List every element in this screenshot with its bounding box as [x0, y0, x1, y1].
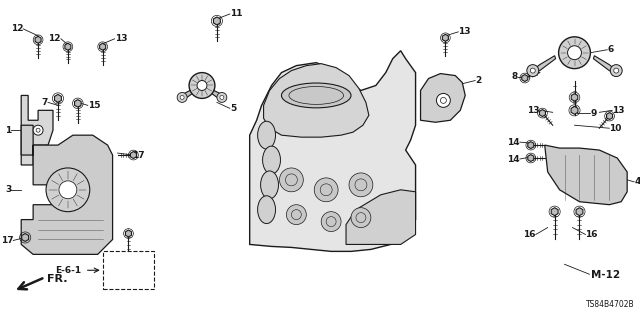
- Text: 6: 6: [607, 45, 614, 54]
- Text: 1: 1: [5, 126, 12, 135]
- Text: 16: 16: [586, 230, 598, 239]
- Ellipse shape: [258, 196, 275, 224]
- Circle shape: [614, 68, 619, 73]
- Circle shape: [33, 125, 43, 135]
- Text: 17: 17: [1, 236, 13, 245]
- Text: 13: 13: [458, 27, 471, 36]
- Polygon shape: [21, 125, 113, 254]
- Polygon shape: [572, 94, 578, 101]
- Polygon shape: [100, 43, 106, 50]
- Text: M-12: M-12: [591, 270, 621, 280]
- Polygon shape: [65, 43, 71, 50]
- Bar: [102, 252, 154, 289]
- Text: 11: 11: [230, 10, 243, 19]
- Text: 2: 2: [475, 76, 481, 85]
- Text: 13: 13: [527, 106, 540, 115]
- Polygon shape: [551, 208, 558, 216]
- Polygon shape: [206, 87, 224, 100]
- Polygon shape: [540, 109, 545, 116]
- Polygon shape: [346, 190, 415, 244]
- Text: 14: 14: [508, 155, 520, 164]
- Circle shape: [177, 92, 187, 102]
- Circle shape: [611, 65, 622, 76]
- Circle shape: [189, 73, 215, 99]
- Polygon shape: [250, 51, 415, 252]
- Circle shape: [46, 168, 90, 212]
- Polygon shape: [54, 94, 61, 102]
- Text: 13: 13: [115, 34, 127, 43]
- Text: 12: 12: [49, 34, 61, 43]
- Text: 13: 13: [612, 106, 625, 115]
- Polygon shape: [35, 36, 41, 43]
- Polygon shape: [535, 56, 556, 73]
- Text: 4: 4: [634, 177, 640, 186]
- Circle shape: [527, 65, 539, 76]
- Ellipse shape: [262, 146, 280, 174]
- Polygon shape: [214, 17, 220, 25]
- Circle shape: [321, 212, 341, 232]
- Text: 7: 7: [42, 98, 48, 107]
- Polygon shape: [593, 56, 614, 73]
- Text: 12: 12: [11, 24, 23, 33]
- Text: 14: 14: [508, 138, 520, 147]
- Polygon shape: [131, 152, 136, 158]
- Text: TS84B4702B: TS84B4702B: [586, 300, 634, 309]
- Polygon shape: [545, 145, 627, 205]
- Circle shape: [180, 95, 184, 100]
- Polygon shape: [576, 208, 583, 216]
- Circle shape: [568, 46, 582, 60]
- Text: 10: 10: [609, 124, 621, 133]
- Text: 9: 9: [591, 109, 596, 118]
- Circle shape: [220, 95, 224, 100]
- Text: 16: 16: [524, 230, 536, 239]
- Polygon shape: [571, 106, 578, 114]
- Text: E-6-1: E-6-1: [54, 266, 81, 275]
- Circle shape: [351, 208, 371, 228]
- Ellipse shape: [258, 121, 275, 149]
- Polygon shape: [264, 64, 369, 137]
- Circle shape: [436, 93, 451, 107]
- Circle shape: [559, 37, 591, 68]
- Polygon shape: [74, 100, 81, 107]
- Circle shape: [287, 205, 307, 225]
- Polygon shape: [22, 234, 29, 242]
- Polygon shape: [420, 74, 465, 122]
- Circle shape: [197, 81, 207, 91]
- Text: 15: 15: [88, 101, 100, 110]
- Text: FR.: FR.: [47, 274, 68, 284]
- Circle shape: [59, 181, 77, 199]
- Polygon shape: [21, 95, 53, 165]
- Ellipse shape: [282, 83, 351, 108]
- Text: 8: 8: [511, 72, 518, 81]
- Ellipse shape: [260, 171, 278, 199]
- Circle shape: [217, 92, 227, 102]
- Text: 17: 17: [132, 150, 145, 160]
- Text: 5: 5: [230, 104, 236, 113]
- Circle shape: [349, 173, 373, 197]
- Polygon shape: [180, 87, 198, 100]
- Polygon shape: [125, 230, 131, 237]
- Polygon shape: [607, 113, 612, 119]
- Circle shape: [314, 178, 338, 202]
- Polygon shape: [442, 34, 449, 41]
- Text: 3: 3: [5, 185, 12, 194]
- Circle shape: [531, 68, 535, 73]
- Polygon shape: [522, 75, 528, 82]
- Polygon shape: [528, 142, 534, 148]
- Circle shape: [280, 168, 303, 192]
- Polygon shape: [528, 155, 534, 162]
